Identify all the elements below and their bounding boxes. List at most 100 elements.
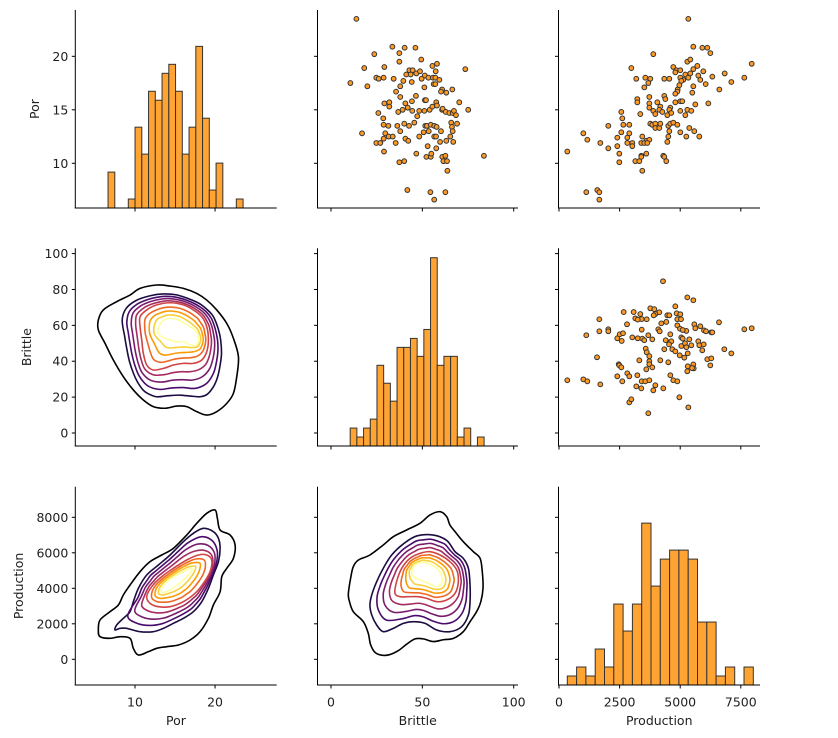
scatter-point: [380, 115, 387, 122]
scatter-point: [416, 133, 423, 140]
hist-bar: [715, 675, 726, 686]
hist-bar: [356, 436, 365, 447]
x-tick-label: 2500: [604, 695, 636, 710]
kde-contour-level-9: [157, 317, 200, 347]
scatter-point: [396, 58, 403, 65]
y-tick-label: 2000: [36, 616, 68, 631]
y-tick-label: 0: [60, 652, 68, 667]
scatter-point: [692, 101, 699, 108]
y-tick-label: 20: [52, 49, 68, 64]
scatter-point: [397, 94, 404, 100]
scatter-point: [666, 312, 673, 319]
scatter-point: [409, 98, 415, 105]
scatter-point: [429, 63, 436, 69]
x-tick-label: 0: [555, 695, 563, 710]
scatter-point: [438, 128, 444, 135]
kde-contour-level-9: [410, 561, 444, 588]
scatter-point: [418, 56, 425, 63]
scatter-point: [433, 145, 440, 152]
hist-bar: [423, 328, 432, 447]
scatter-point: [684, 350, 691, 357]
scatter-point: [637, 311, 644, 317]
scatter-point: [703, 328, 709, 335]
scatter-point: [639, 133, 646, 140]
scatter-point: [646, 104, 653, 111]
hist-bar: [576, 666, 587, 686]
scatter-point: [672, 348, 679, 355]
scatter-point: [596, 328, 603, 335]
hist-bar: [383, 382, 391, 447]
scatter-point: [449, 86, 456, 93]
scatter-point: [605, 145, 612, 152]
scatter-point: [401, 44, 408, 51]
scatter-point: [704, 44, 711, 51]
scatter-point: [584, 136, 591, 143]
y-tick-label: 0: [60, 425, 68, 440]
scatter-point: [643, 349, 650, 356]
hist-bar: [594, 648, 606, 686]
hist-bar: [585, 675, 596, 686]
scatter-point: [691, 128, 698, 135]
y-axis-label: Brittle: [19, 328, 34, 366]
scatter-point: [677, 67, 684, 74]
scatter-point: [444, 167, 451, 174]
scatter-point: [481, 152, 487, 159]
kde-contour-level-8: [157, 565, 197, 596]
scatter-point: [614, 373, 621, 380]
scatter-point: [633, 75, 640, 82]
scatter-point: [638, 326, 645, 333]
hist-bar: [724, 666, 736, 686]
scatter-point: [594, 354, 600, 361]
subplot-production-vs-brittle: 0 50 100 Brittle: [314, 486, 526, 728]
kde-contour-level-2: [126, 535, 219, 627]
scatter-point: [375, 110, 382, 116]
scatter-point: [709, 73, 716, 80]
scatter-point: [618, 109, 625, 115]
kde-contour-level-5: [138, 301, 210, 371]
scatter-point: [425, 128, 432, 135]
scatter-point: [699, 44, 706, 51]
hist-bar: [622, 630, 633, 686]
scatter-point: [707, 50, 714, 57]
scatter-point: [619, 115, 626, 122]
scatter-point: [641, 337, 648, 344]
hist-bar: [235, 198, 244, 209]
y-tick-label: 4000: [36, 581, 68, 596]
x-tick-label: 20: [207, 695, 223, 710]
hist-bar: [141, 153, 150, 209]
hist-bar: [436, 364, 445, 447]
scatter-point: [674, 378, 681, 385]
scatter-point: [583, 332, 590, 339]
scatter-point: [748, 60, 755, 67]
kde-contour-level-5: [394, 550, 460, 603]
hist-bar: [409, 337, 418, 447]
scatter-point: [702, 81, 709, 88]
scatter-point: [668, 110, 675, 116]
scatter-point: [650, 51, 657, 58]
hist-bar: [107, 171, 116, 209]
scatter-point: [645, 332, 652, 339]
x-tick-label: 100: [502, 695, 526, 710]
scatter-point: [666, 341, 672, 348]
scatter-point: [676, 82, 683, 89]
scatter-point: [423, 97, 429, 104]
scatter-point: [685, 404, 692, 411]
subplot-brittle-vs-brittle: [314, 248, 518, 450]
scatter-point: [657, 120, 664, 127]
hist-bar: [687, 558, 699, 686]
scatter-point: [381, 64, 388, 70]
x-tick-label: 5000: [664, 695, 696, 710]
scatter-point: [672, 303, 679, 310]
scatter-point: [450, 138, 457, 145]
scatter-point: [628, 65, 635, 71]
scatter-point: [690, 297, 697, 304]
scatter-point: [709, 329, 716, 336]
scatter-point: [741, 74, 748, 81]
scatter-point: [414, 113, 421, 120]
hist-bar: [154, 99, 163, 209]
scatter-point: [392, 140, 399, 146]
scatter-point: [399, 106, 406, 113]
scatter-point: [634, 335, 641, 342]
scatter-point: [449, 128, 456, 135]
